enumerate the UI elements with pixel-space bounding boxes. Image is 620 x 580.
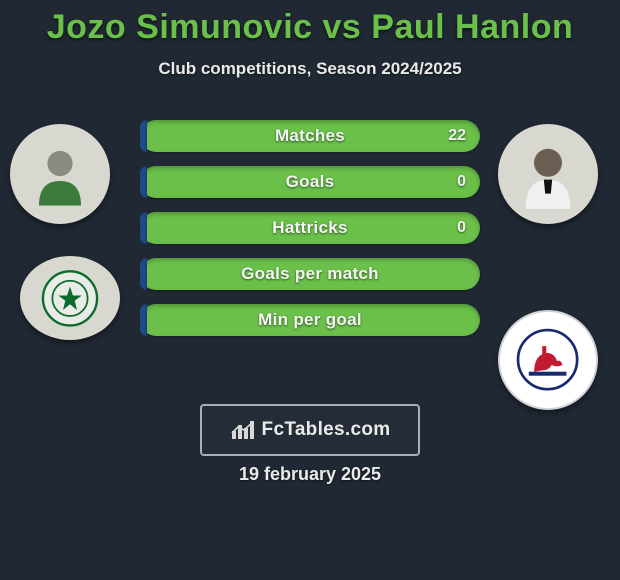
stat-bar: Min per goal — [140, 304, 480, 336]
stat-bar: Hattricks 0 — [140, 212, 480, 244]
brand-box: FcTables.com — [200, 404, 420, 456]
stat-fill-left — [140, 120, 147, 152]
player2-photo — [498, 124, 598, 224]
stat-fill-left — [140, 166, 147, 198]
stat-label: Goals — [286, 172, 335, 192]
page-title: Jozo Simunovic vs Paul Hanlon — [0, 8, 620, 47]
stat-label: Matches — [275, 126, 345, 146]
person-silhouette-icon — [513, 139, 583, 209]
stat-bar: Goals 0 — [140, 166, 480, 198]
brand-text: FcTables.com — [262, 419, 391, 441]
date-text: 19 february 2025 — [0, 464, 620, 485]
bar-chart-icon — [230, 419, 256, 441]
stat-fill-left — [140, 304, 147, 336]
person-silhouette-icon — [25, 139, 95, 209]
club-crest-icon — [35, 269, 105, 328]
stat-value-right: 0 — [457, 173, 466, 191]
stat-fill-left — [140, 212, 147, 244]
stat-value-right: 0 — [457, 219, 466, 237]
stat-label: Goals per match — [241, 264, 379, 284]
player2-club-crest — [498, 310, 598, 410]
stat-fill-left — [140, 258, 147, 290]
stat-label: Hattricks — [272, 218, 347, 238]
stat-value-right: 22 — [448, 127, 466, 145]
player1-photo — [10, 124, 110, 224]
player1-club-crest — [20, 256, 120, 340]
infographic-root: Jozo Simunovic vs Paul Hanlon Club compe… — [0, 0, 620, 580]
stat-label: Min per goal — [258, 310, 362, 330]
subtitle: Club competitions, Season 2024/2025 — [0, 59, 620, 79]
club-crest-icon — [514, 326, 581, 393]
stat-bar: Matches 22 — [140, 120, 480, 152]
stat-bar: Goals per match — [140, 258, 480, 290]
stats-panel: Matches 22 Goals 0 Hattricks 0 Goals per… — [140, 120, 480, 350]
